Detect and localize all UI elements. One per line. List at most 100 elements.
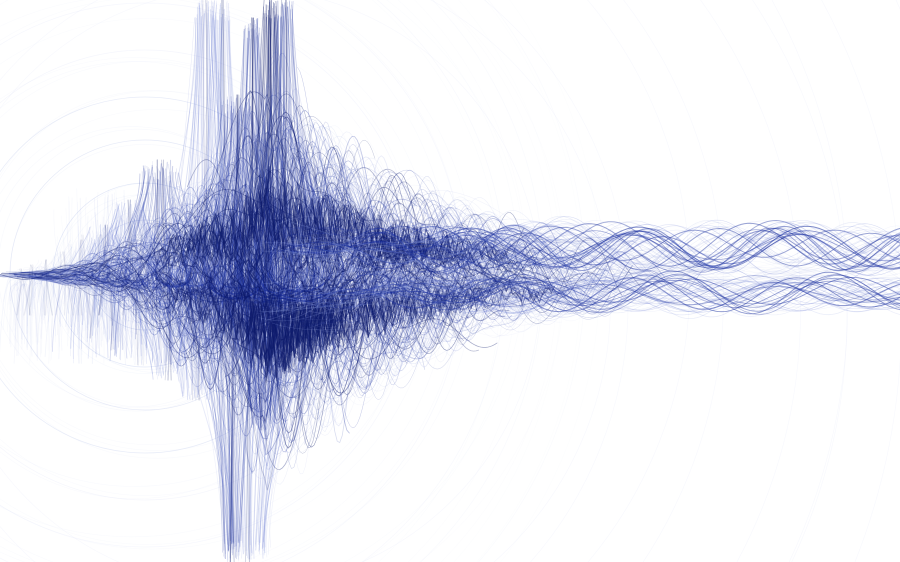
spike-strand (51, 269, 68, 331)
arc-motif (121, 270, 152, 289)
spike-strand (160, 171, 163, 363)
spike-strand (66, 254, 80, 331)
spike-strand (107, 194, 134, 348)
spike-spine (162, 159, 166, 316)
spike-strand (195, 0, 202, 304)
spike-strand (106, 228, 132, 349)
spike-strand (254, 29, 264, 309)
arc-motif (175, 269, 214, 292)
arc-motif (90, 269, 111, 284)
spike-strand (97, 199, 108, 329)
spike-strand (73, 234, 97, 364)
spike-strand (51, 273, 69, 341)
spike-strand (245, 23, 251, 328)
spike-spine (263, 0, 271, 316)
spike-strand (197, 208, 232, 544)
spike-strand (104, 240, 115, 309)
spike-strand (151, 178, 159, 321)
spike-strand (86, 245, 102, 342)
spike-strand (238, 240, 259, 553)
arc-loop (147, 272, 163, 294)
ghost-filament (171, 127, 452, 435)
spike-strand (114, 230, 127, 340)
spike-strand (179, 238, 208, 365)
spike-strand (213, 15, 220, 359)
spike-strand (119, 216, 129, 342)
spike-strand (252, 114, 299, 301)
spike-strand (167, 17, 197, 317)
spike-strand (47, 250, 77, 314)
spike-strand (139, 208, 160, 318)
arc-motif (190, 266, 240, 290)
spike-strand (169, 171, 203, 305)
spike-strand (176, 2, 199, 308)
spike-strand (88, 250, 119, 331)
background-circle-echo (0, 57, 362, 487)
spike-strand (212, 236, 226, 560)
spike-strand (256, 26, 273, 338)
background-sweep-arc (0, 0, 610, 562)
spike-strand (90, 248, 108, 343)
spike-strand (198, 111, 229, 347)
spike-strand (233, 37, 248, 342)
spike-strand (109, 170, 147, 361)
spike-strand (72, 248, 79, 318)
spike-strand (200, 243, 223, 395)
spike-strand (101, 214, 112, 347)
spike-spine (221, 0, 226, 316)
ghost-filament (226, 176, 446, 434)
spike-strand (58, 260, 64, 325)
spike-spine (279, 0, 287, 316)
spike-strand (263, 221, 332, 543)
spike-strand (8, 279, 28, 305)
spike-strand (166, 161, 189, 299)
spike-strand (160, 220, 187, 381)
spike-strand (0, 279, 17, 354)
spike-strand (82, 245, 92, 297)
spike-strand (35, 279, 47, 332)
spike-strand (83, 243, 95, 355)
spike-strand (143, 202, 185, 390)
spike-strand (97, 219, 128, 358)
spike-strand (112, 233, 148, 335)
background-circle-echo (0, 0, 528, 562)
spike-strand (208, 101, 232, 354)
arc-motif (173, 275, 216, 294)
spike-spine (279, 0, 287, 316)
spike-strand (108, 238, 126, 331)
spike-strand (51, 262, 63, 351)
spike-strand (204, 251, 234, 550)
arc-motif (90, 268, 111, 281)
spike-strand (124, 213, 131, 325)
spike-strand (68, 264, 93, 364)
spike-strand (71, 269, 99, 335)
ghost-filament (37, 221, 218, 297)
spike-strand (259, 227, 298, 544)
spike-strand (107, 196, 134, 346)
spike-strand (142, 191, 152, 360)
arc-motif (136, 277, 175, 293)
spike-strand (212, 1, 247, 317)
arc-loop (59, 269, 73, 278)
spike-strand (265, 14, 279, 338)
spike-strand (72, 203, 118, 360)
spike-strand (171, 231, 184, 370)
spike-strand (114, 171, 150, 341)
spike-strand (206, 200, 253, 400)
spike-spine (189, 234, 194, 401)
spike-strand (246, 13, 265, 351)
spike-strand (77, 251, 82, 356)
spike-strand (238, 27, 251, 333)
arc-motif (141, 276, 170, 289)
spike-strand (221, 27, 247, 339)
arc-loop (203, 266, 233, 285)
spike-strand (289, 1, 299, 302)
spike-strand (232, 209, 241, 550)
arc-motif (24, 273, 30, 277)
spike-strand (111, 225, 130, 322)
spike-strand (68, 262, 94, 364)
ghost-filament (58, 187, 620, 308)
arc-loop (35, 266, 46, 272)
spike-strand (205, 231, 250, 415)
